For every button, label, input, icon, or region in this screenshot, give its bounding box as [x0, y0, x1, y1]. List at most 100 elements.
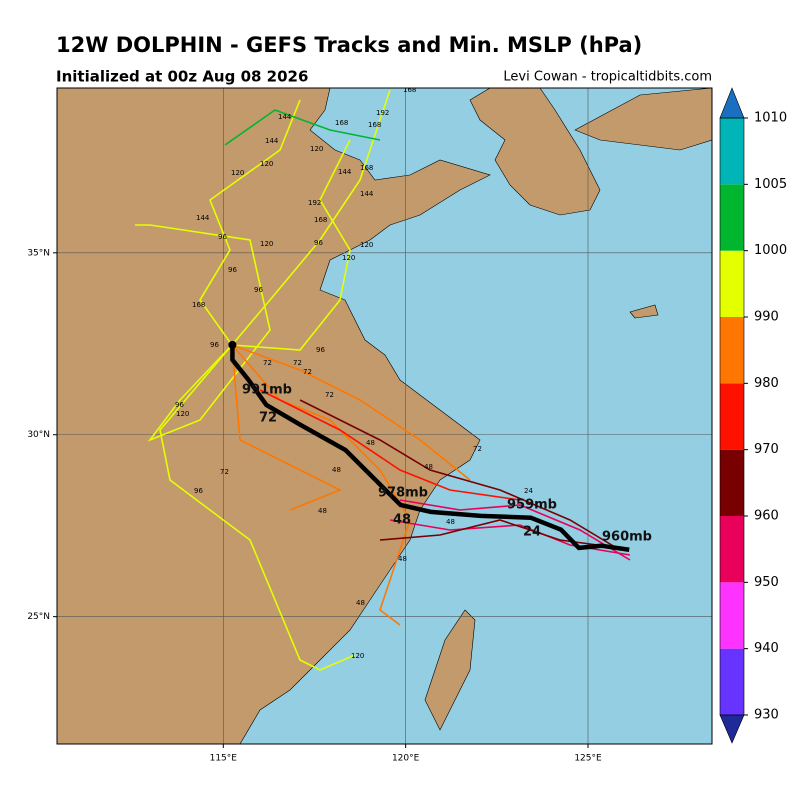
- hour-label: 48: [332, 466, 341, 474]
- hour-label: 144: [338, 168, 352, 176]
- hour-label: 120: [176, 410, 189, 418]
- hour-label: 48: [446, 518, 455, 526]
- subtitle: Initialized at 00z Aug 08 2026: [56, 68, 308, 86]
- hour-label: 168: [368, 121, 381, 129]
- land: [469, 88, 601, 216]
- hour-label: 168: [403, 86, 416, 94]
- x-tick-label: 125°E: [574, 754, 602, 764]
- colorbar-segment: [720, 516, 744, 583]
- colorbar-segment: [720, 582, 744, 649]
- mean-label: 991mb: [242, 383, 292, 398]
- mean-label: 48: [393, 513, 411, 528]
- track: [399, 499, 631, 561]
- hour-label: 48: [424, 463, 433, 471]
- mean-label: 960mb: [602, 530, 652, 545]
- colorbar-tick-label: 980: [754, 376, 779, 391]
- hour-label: 96: [314, 239, 323, 247]
- hour-label: 96: [194, 487, 203, 495]
- hour-label: 96: [175, 401, 184, 409]
- hour-label: 192: [308, 199, 321, 207]
- colorbar-tick-label: 950: [754, 575, 779, 590]
- hour-label: 72: [293, 359, 302, 367]
- track: [231, 139, 351, 351]
- colorbar-under: [719, 714, 745, 744]
- colorbar-frame: [719, 117, 745, 716]
- hour-label: 72: [325, 391, 334, 399]
- hour-label: 72: [473, 445, 482, 453]
- colorbar-tick-label: 960: [754, 509, 779, 524]
- hour-label: 24: [524, 487, 533, 495]
- hour-label: 96: [218, 233, 227, 241]
- mean-label: 978mb: [378, 486, 428, 501]
- track: [224, 109, 381, 146]
- x-tick-label: 115°E: [210, 754, 238, 764]
- track: [199, 99, 301, 346]
- colorbar-segment: [720, 449, 744, 516]
- hour-label: 72: [303, 368, 312, 376]
- colorbar-over: [719, 87, 745, 119]
- colorbar-segment: [720, 118, 744, 185]
- colorbar-tick-label: 990: [754, 310, 779, 325]
- mean-label: 72: [259, 411, 277, 426]
- track: [231, 344, 471, 481]
- hour-label: 48: [356, 599, 365, 607]
- hour-label: 120: [260, 160, 273, 168]
- x-tick-label: 120°E: [392, 754, 420, 764]
- track: [299, 399, 621, 551]
- colorbar-tick-label: 1000: [754, 243, 787, 258]
- mean-track: [230, 344, 630, 552]
- hour-label: 120: [360, 241, 373, 249]
- hour-label: 144: [196, 214, 210, 222]
- track: [379, 519, 621, 549]
- hour-label: 168: [192, 301, 205, 309]
- y-tick-label: 30°N: [27, 430, 50, 440]
- land: [424, 609, 476, 731]
- track: [259, 389, 521, 501]
- hour-label: 96: [254, 286, 263, 294]
- colorbar-tick-label: 1010: [754, 111, 787, 126]
- hour-label: 96: [210, 341, 219, 349]
- map: 168 192 168 168 144 144 120 120 144 168 …: [57, 86, 712, 744]
- hour-label: 96: [228, 266, 237, 274]
- map-frame: [56, 87, 713, 745]
- mean-labels: 991mb 72 978mb 48 959mb 24 960mb: [242, 383, 652, 545]
- hour-label: 48: [398, 555, 407, 563]
- hour-label: 144: [265, 137, 279, 145]
- hour-label: 144: [278, 113, 292, 121]
- hour-label: 120: [310, 145, 323, 153]
- land: [57, 88, 491, 744]
- hour-label: 96: [316, 346, 325, 354]
- track: [231, 89, 391, 346]
- colorbar-segment: [720, 184, 744, 251]
- hour-label: 120: [260, 240, 273, 248]
- mean-track-start: [228, 340, 237, 349]
- y-tick-label: 35°N: [27, 248, 50, 258]
- hour-label: 120: [342, 254, 355, 262]
- colorbar-tick-label: 940: [754, 641, 779, 656]
- hour-label: 48: [318, 507, 327, 515]
- colorbar-tick-label: 970: [754, 442, 779, 457]
- mean-label: 24: [523, 525, 541, 540]
- credit: Levi Cowan - tropicaltidbits.com: [503, 70, 712, 85]
- hour-label: 72: [220, 468, 229, 476]
- land: [629, 304, 659, 319]
- hour-label: 192: [376, 109, 389, 117]
- colorbar-segment: [720, 317, 744, 384]
- colorbar-segment: [720, 250, 744, 317]
- hour-label: 120: [351, 652, 364, 660]
- track: [231, 344, 342, 511]
- colorbar-tick-label: 1005: [754, 177, 787, 192]
- hour-labels: 168 192 168 168 144 144 120 120 144 168 …: [175, 86, 533, 660]
- hour-label: 168: [335, 119, 348, 127]
- colorbar-segment: [720, 383, 744, 450]
- hour-label: 48: [366, 439, 375, 447]
- hour-label: 144: [360, 190, 374, 198]
- land: [574, 88, 712, 151]
- hour-label: 168: [360, 164, 373, 172]
- colorbar-segment: [720, 648, 744, 715]
- track: [159, 344, 356, 671]
- colorbar-tick-label: 930: [754, 708, 779, 723]
- hour-label: 72: [263, 359, 272, 367]
- mean-label: 959mb: [507, 498, 557, 513]
